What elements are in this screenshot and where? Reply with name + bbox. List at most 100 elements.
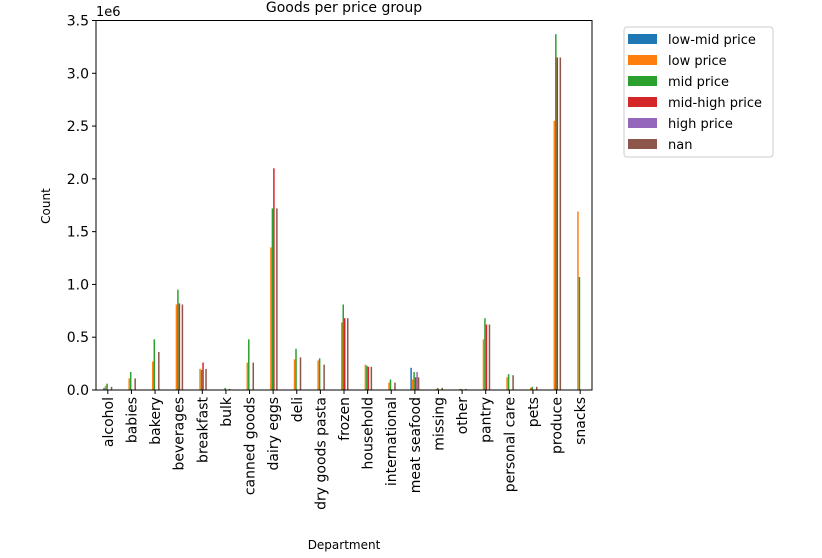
bar-mid-price-babies bbox=[129, 372, 132, 390]
bar-low-price-missing bbox=[435, 388, 437, 390]
bar-mid-price-dry-goods-pasta bbox=[318, 358, 321, 390]
bar-low-price-other bbox=[459, 388, 461, 390]
bar-low-price-pets bbox=[529, 387, 532, 390]
bar-low-price-bakery bbox=[152, 361, 154, 390]
bar-nan-missing bbox=[441, 387, 443, 390]
bar-mid-price-international bbox=[389, 379, 392, 390]
y-tick-label: 1.0 bbox=[67, 277, 89, 293]
y-tick-label: 0.5 bbox=[67, 330, 89, 346]
x-tick-label: pantry bbox=[479, 397, 495, 443]
bar-mid-high-price-pantry bbox=[485, 324, 488, 390]
bar-nan-other bbox=[465, 388, 467, 390]
legend-swatch bbox=[628, 97, 657, 107]
bar-nan-deli bbox=[299, 357, 302, 390]
legend: low-mid price low price mid price mid-high … bbox=[623, 26, 774, 158]
bar-low-price-household bbox=[364, 364, 367, 390]
x-tick-label: other bbox=[455, 397, 471, 435]
legend-label: low-mid price bbox=[668, 33, 756, 48]
bar-nan-international bbox=[394, 382, 396, 390]
bar-mid-price-meat-seafood bbox=[413, 372, 415, 390]
y-tick-label: 2.5 bbox=[67, 119, 89, 135]
bar-nan-pantry bbox=[488, 324, 491, 390]
bar-nan-bulk bbox=[228, 388, 231, 390]
y-tick-label: 3.0 bbox=[67, 66, 89, 82]
bar-low-price-frozen bbox=[341, 322, 343, 390]
bar-nan-breakfast bbox=[205, 368, 207, 390]
bar-nan-dry-goods-pasta bbox=[323, 364, 325, 390]
x-tick-label: alcohol bbox=[101, 397, 117, 447]
bar-low-price-canned-goods bbox=[246, 362, 249, 390]
y-tick-label: 3.5 bbox=[67, 14, 89, 30]
bar-mid-price-bulk bbox=[224, 387, 226, 390]
legend-items: low-mid price low price mid price mid-high … bbox=[628, 33, 762, 153]
bar-mid-price-bakery bbox=[153, 339, 156, 390]
bar-mid-price-pets bbox=[531, 386, 533, 390]
bar-low-price-dairy-eggs bbox=[270, 247, 272, 390]
bar-mid-price-pantry bbox=[484, 318, 486, 390]
y-axis-label: Count bbox=[39, 188, 53, 224]
x-tick-label: dry goods pasta bbox=[313, 397, 329, 510]
legend-swatch bbox=[628, 34, 657, 44]
bar-nan-dairy-eggs bbox=[276, 208, 278, 390]
bar-mid-price-frozen bbox=[342, 304, 344, 390]
bar-nan-household bbox=[370, 366, 373, 390]
bar-mid-price-canned-goods bbox=[248, 339, 250, 390]
bar-nan-produce bbox=[559, 57, 562, 390]
x-tick-label: household bbox=[361, 397, 377, 469]
y-tick-label: 0.0 bbox=[67, 383, 89, 399]
legend-label: nan bbox=[668, 138, 692, 153]
bar-low-price-dry-goods-pasta bbox=[317, 360, 319, 390]
bar-nan-frozen bbox=[347, 318, 349, 390]
bar-mid-price-deli bbox=[295, 348, 297, 390]
bar-mid-high-price-frozen bbox=[344, 318, 346, 390]
chart-title: Goods per price group bbox=[266, 0, 422, 16]
legend-swatch bbox=[628, 118, 657, 128]
bar-low-price-alcohol bbox=[104, 385, 107, 390]
bar-nan-beverages bbox=[181, 304, 184, 390]
bar-mid-high-price-beverages bbox=[178, 303, 181, 390]
bar-low-price-personal-care bbox=[506, 377, 508, 390]
bar-nan-meat-seafood bbox=[417, 377, 420, 390]
y-tick-label: 1.5 bbox=[67, 225, 89, 241]
bar-mid-price-missing bbox=[436, 387, 439, 390]
bar-low-price-snacks bbox=[577, 211, 579, 390]
y-tick-label: 2.0 bbox=[67, 172, 89, 188]
legend-label: high price bbox=[668, 117, 733, 132]
x-axis-label: Department bbox=[308, 538, 381, 552]
bar-low-price-beverages bbox=[175, 304, 178, 390]
x-tick-label: missing bbox=[431, 397, 447, 451]
x-tick-label: dairy eggs bbox=[266, 397, 282, 471]
bar-mid-price-dairy-eggs bbox=[271, 208, 274, 390]
bar-low-mid-price-meat-seafood bbox=[410, 367, 412, 390]
x-tick-label: bakery bbox=[148, 397, 164, 445]
legend-label: mid price bbox=[668, 75, 729, 90]
x-tick-label: beverages bbox=[172, 397, 188, 471]
legend-box bbox=[623, 26, 774, 158]
bar-low-price-deli bbox=[293, 359, 296, 390]
bar-nan-pets bbox=[535, 386, 538, 390]
x-tick-label: produce bbox=[550, 397, 566, 454]
bar-mid-price-alcohol bbox=[106, 383, 108, 390]
bar-low-price-meat-seafood bbox=[411, 379, 414, 390]
bar-mid-price-produce bbox=[555, 34, 557, 391]
bar-mid-high-price-dairy-eggs bbox=[273, 168, 275, 390]
x-tick-label: international bbox=[384, 397, 400, 486]
x-tick-label: breakfast bbox=[195, 397, 211, 463]
x-tick-label: canned goods bbox=[243, 397, 259, 495]
bar-mid-price-breakfast bbox=[200, 369, 203, 390]
bar-low-price-breakfast bbox=[199, 368, 201, 390]
legend-label: low price bbox=[668, 54, 727, 69]
bars-layer bbox=[103, 34, 581, 391]
x-tick-label: snacks bbox=[573, 397, 589, 445]
bar-nan-personal-care bbox=[512, 375, 514, 390]
bar-mid-price-beverages bbox=[177, 289, 179, 390]
bar-mid-high-price-household bbox=[367, 366, 370, 390]
bar-low-mid-price-alcohol bbox=[103, 387, 105, 390]
bar-nan-alcohol bbox=[110, 386, 113, 390]
bar-low-price-pantry bbox=[482, 339, 485, 390]
bar-low-price-international bbox=[388, 382, 390, 390]
x-tick-label: deli bbox=[290, 397, 306, 422]
x-tick-label: meat seafood bbox=[408, 397, 424, 493]
bar-low-price-babies bbox=[128, 378, 130, 390]
